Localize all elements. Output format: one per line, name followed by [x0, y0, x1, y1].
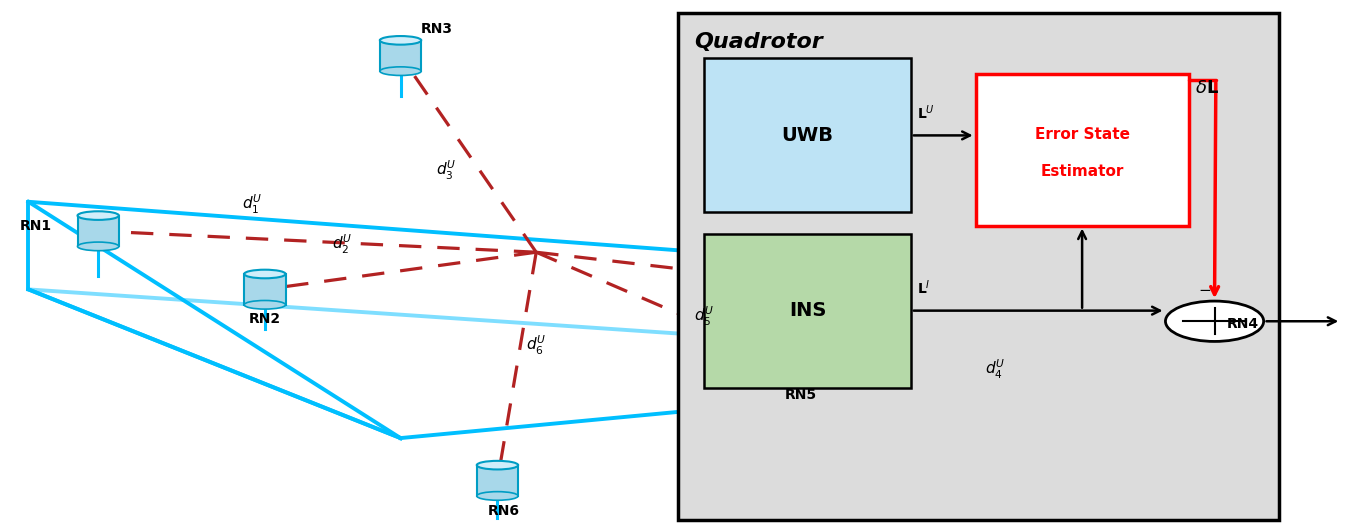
Bar	[705, 58, 911, 212]
Text: Error State: Error State	[1034, 126, 1130, 142]
Text: $d_5^U$: $d_5^U$	[694, 304, 714, 328]
Text: $d_3^U$: $d_3^U$	[436, 158, 456, 182]
Text: INS: INS	[788, 301, 826, 320]
Text: $-$: $-$	[1197, 281, 1211, 296]
Bar	[477, 465, 518, 496]
Bar	[1181, 314, 1222, 345]
Text: $\mathbf{L}^U$: $\mathbf{L}^U$	[918, 104, 936, 122]
Bar	[77, 216, 119, 246]
Text: RN2: RN2	[248, 312, 281, 326]
Ellipse shape	[1181, 310, 1222, 318]
Bar	[705, 234, 911, 388]
Ellipse shape	[774, 344, 815, 353]
Ellipse shape	[77, 242, 119, 251]
Bar	[678, 13, 1280, 520]
Text: $d_4^U$: $d_4^U$	[984, 357, 1006, 381]
Text: RN3: RN3	[421, 22, 452, 36]
Text: $d_2^U$: $d_2^U$	[332, 233, 352, 256]
Text: Estimator: Estimator	[1041, 164, 1123, 179]
Text: RN4: RN4	[1227, 317, 1260, 331]
Ellipse shape	[1181, 340, 1222, 349]
Text: $d_6^U$: $d_6^U$	[526, 333, 547, 357]
Ellipse shape	[77, 211, 119, 220]
Text: RN6: RN6	[487, 504, 520, 518]
Text: $\mathbf{L}$: $\mathbf{L}$	[1347, 310, 1350, 328]
Ellipse shape	[379, 67, 421, 75]
Circle shape	[1165, 301, 1264, 341]
Ellipse shape	[379, 36, 421, 45]
Text: RN5: RN5	[784, 388, 817, 401]
Text: UWB: UWB	[782, 126, 833, 145]
Text: $\delta\mathbf{L}$: $\delta\mathbf{L}$	[1195, 79, 1219, 97]
Bar	[244, 274, 286, 305]
Ellipse shape	[477, 461, 518, 469]
Ellipse shape	[477, 492, 518, 500]
Bar	[976, 74, 1189, 226]
Text: $\mathbf{L}^I$: $\mathbf{L}^I$	[918, 279, 932, 297]
Bar	[774, 348, 815, 379]
Ellipse shape	[244, 301, 286, 309]
Bar	[379, 40, 421, 71]
Ellipse shape	[774, 375, 815, 383]
Text: Quadrotor: Quadrotor	[694, 32, 822, 52]
Text: $d_1^U$: $d_1^U$	[242, 193, 262, 216]
Ellipse shape	[244, 270, 286, 278]
Text: RN1: RN1	[20, 219, 53, 233]
